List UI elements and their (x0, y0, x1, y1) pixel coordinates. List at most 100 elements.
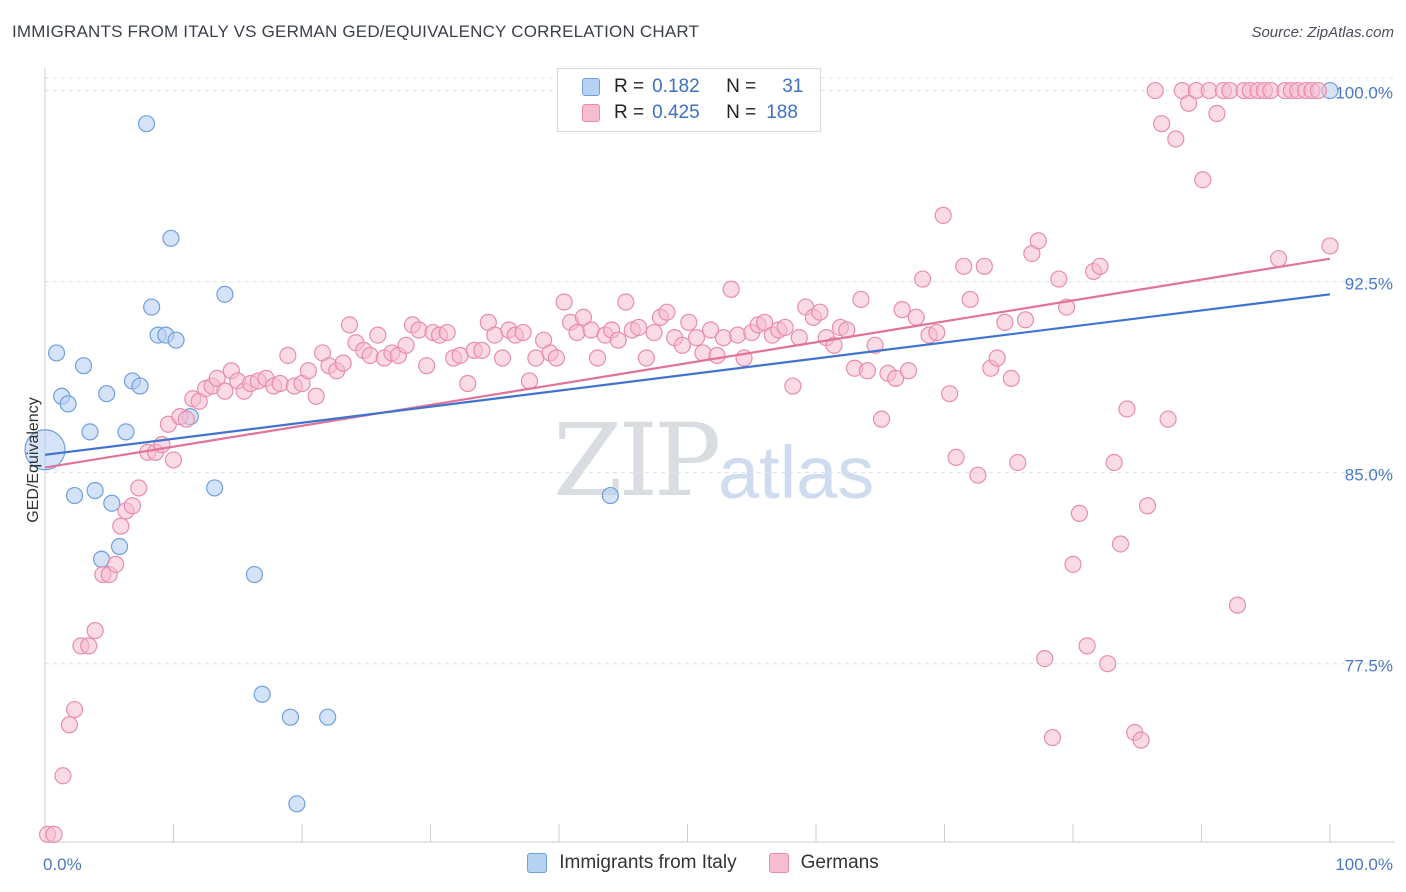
german-trend-line (44, 257, 1331, 469)
watermark-zip: ZIP (553, 402, 721, 519)
y-tick-label: 92.5% (1345, 275, 1393, 294)
german-point (852, 290, 870, 309)
german-point (459, 374, 477, 393)
german-point (899, 362, 918, 380)
legend-n-value: 188 (766, 102, 798, 123)
italy-point (103, 494, 121, 512)
german-point (1009, 453, 1027, 472)
italy-point (65, 486, 84, 505)
italy-point (288, 795, 306, 813)
legend-item-italy[interactable]: Immigrants from Italy (527, 852, 737, 874)
legend-label-italy: Immigrants from Italy (559, 852, 737, 873)
legend-n-label: N = (726, 102, 757, 123)
german-point (361, 346, 379, 365)
german-point (1167, 130, 1185, 148)
german-point (340, 316, 359, 334)
italy-point (47, 344, 66, 362)
italy-point (86, 481, 104, 500)
german-point (708, 346, 726, 365)
italy-point (206, 479, 224, 497)
german-point (568, 323, 586, 342)
legend-r-value: 0.425 (652, 102, 700, 123)
italy-point (117, 423, 135, 441)
german-point (673, 336, 691, 354)
german-point (1070, 504, 1089, 523)
italy-point (74, 357, 93, 375)
italy-point (24, 429, 66, 471)
german-point (112, 517, 130, 535)
german-point (928, 323, 946, 342)
german-point (1269, 250, 1288, 268)
german-point (1153, 115, 1171, 133)
german-point (961, 290, 979, 309)
german-point (1208, 104, 1226, 123)
german-point (637, 349, 655, 367)
x-tick-label: 100.0% (1335, 855, 1393, 874)
german-point (645, 323, 663, 342)
legend-swatch-german (768, 853, 789, 873)
german-point (520, 372, 539, 390)
german-point (1002, 369, 1020, 388)
y-tick-label: 100.0% (1335, 84, 1393, 103)
series-german-points (38, 81, 1339, 843)
german-point (1309, 81, 1328, 100)
source-label: Source: ZipAtlas.com (1251, 24, 1394, 41)
axes (44, 68, 1395, 843)
italy-trend-line (44, 293, 1331, 456)
legend-label-german: Germans (800, 852, 879, 873)
italy-point (281, 708, 300, 726)
german-point (1091, 257, 1109, 275)
german-point (65, 700, 84, 719)
german-point (588, 349, 607, 367)
italy-point (162, 229, 180, 247)
german-point (893, 301, 911, 319)
german-point (80, 637, 98, 655)
legend-item-german[interactable]: Germans (768, 852, 879, 874)
german-point (729, 326, 747, 344)
german-point (1118, 400, 1136, 418)
legend-swatch-italy (582, 78, 600, 96)
series-italy-points (24, 81, 1339, 813)
correlation-legend: R = 0.182 N = 31 R = 0.425 N = 188 (557, 68, 821, 132)
italy-point (216, 285, 234, 303)
legend-r-label: R = (614, 102, 645, 123)
german-point (1043, 728, 1062, 747)
y-axis-label: GED/Equivalency (25, 397, 42, 522)
german-point (755, 313, 774, 331)
italy-point (253, 685, 271, 703)
german-point (45, 825, 63, 843)
german-point (955, 257, 973, 275)
german-point (574, 308, 593, 326)
german-point (887, 369, 905, 388)
tick-labels: 100.0% 92.5% 85.0% 77.5% 0.0% 100.0% (43, 84, 1393, 874)
german-point (334, 354, 352, 372)
german-point (609, 331, 627, 349)
german-point (776, 318, 794, 337)
german-point (555, 293, 573, 311)
italy-point (59, 395, 77, 413)
german-point (694, 344, 712, 362)
german-point (811, 303, 829, 321)
german-point (547, 349, 566, 367)
german-point (299, 362, 318, 380)
german-point (279, 346, 297, 365)
german-point (934, 206, 952, 224)
series-legend: Immigrants from Italy Germans (0, 852, 1406, 874)
german-point (1050, 270, 1068, 288)
german-point (208, 369, 226, 388)
german-point (1111, 535, 1130, 553)
german-point (714, 329, 733, 347)
german-point (658, 303, 676, 321)
german-point (307, 387, 325, 405)
legend-r-label: R = (614, 76, 645, 97)
german-point (1105, 453, 1123, 472)
german-point (1099, 655, 1117, 673)
italy-point (245, 565, 264, 584)
legend-n-value: 31 (782, 76, 804, 97)
italy-point (98, 385, 116, 403)
german-point (1194, 171, 1212, 189)
legend-swatch-italy (527, 853, 548, 873)
german-point (687, 329, 706, 347)
italy-point (131, 377, 149, 395)
